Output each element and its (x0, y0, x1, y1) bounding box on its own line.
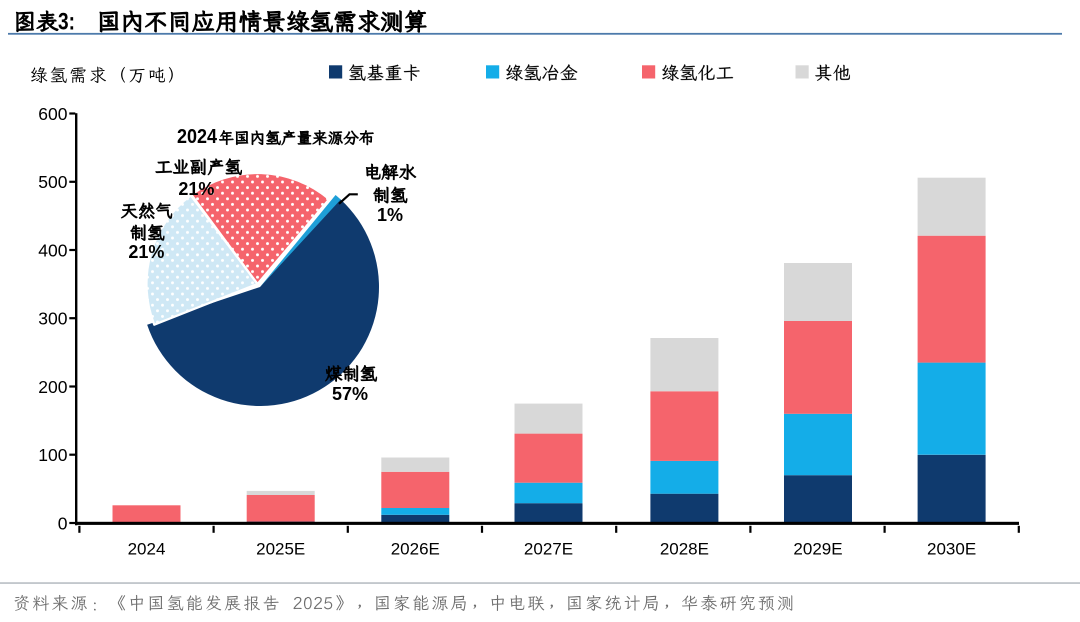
svg-text:57%: 57% (332, 384, 368, 404)
svg-text:2028E: 2028E (660, 540, 709, 559)
svg-text:2024: 2024 (128, 540, 166, 559)
svg-text:400: 400 (38, 240, 67, 260)
svg-text:1%: 1% (377, 205, 403, 225)
svg-text:2030E: 2030E (927, 540, 976, 559)
svg-text:2024: 2024 (177, 126, 218, 148)
svg-text:300: 300 (38, 309, 67, 329)
svg-text:0: 0 (58, 513, 68, 533)
svg-text:100: 100 (38, 445, 67, 465)
svg-text:500: 500 (38, 172, 67, 192)
svg-text:200: 200 (38, 377, 67, 397)
svg-text:2029E: 2029E (793, 540, 842, 559)
svg-text:2026E: 2026E (391, 540, 440, 559)
svg-text:600: 600 (38, 104, 67, 124)
svg-text:2025E: 2025E (256, 540, 305, 559)
svg-text:3:: 3: (58, 9, 75, 36)
svg-text:2027E: 2027E (524, 540, 573, 559)
svg-text:21%: 21% (128, 242, 164, 262)
svg-text:21%: 21% (178, 179, 214, 199)
